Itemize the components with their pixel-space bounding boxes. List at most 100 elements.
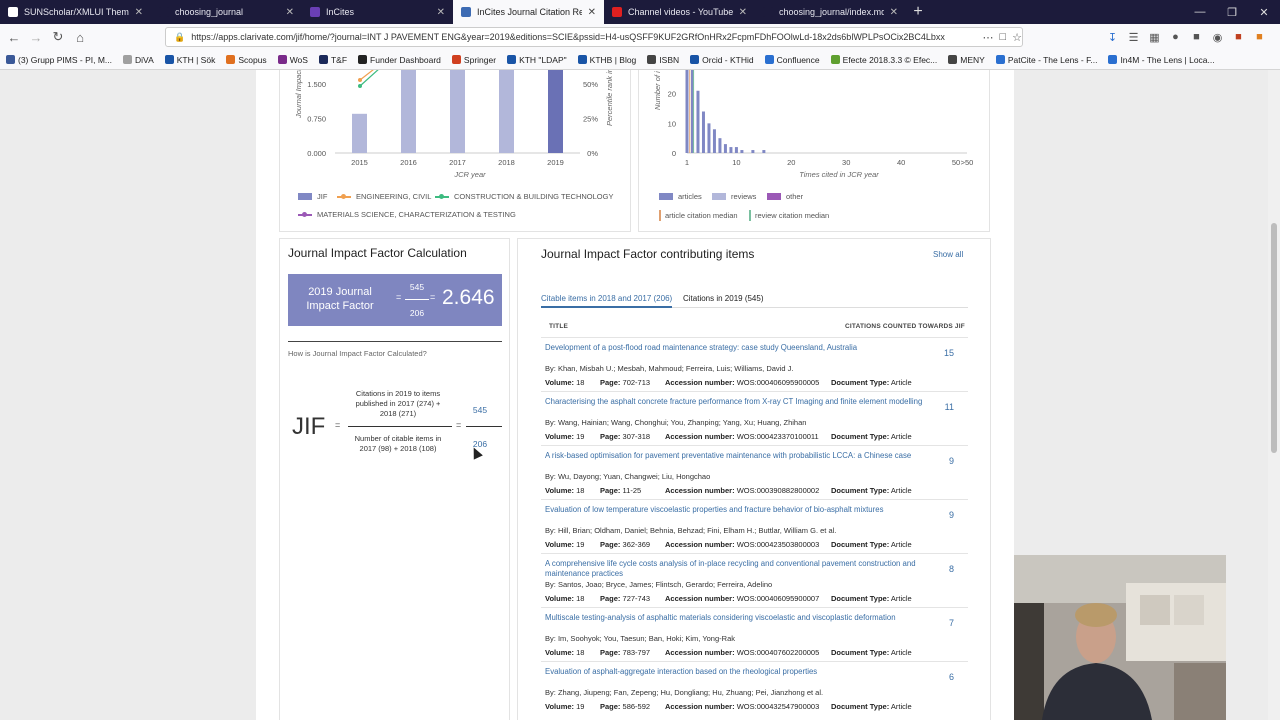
library-icon[interactable]: ☰ xyxy=(1128,31,1139,44)
item-authors: By: Santos, Joao; Bryce, James; Flintsch… xyxy=(545,580,773,589)
minimize-icon[interactable]: — xyxy=(1194,6,1206,18)
close-tab-icon[interactable]: ✕ xyxy=(285,6,294,18)
bookmark-item[interactable]: Orcid - KTHid xyxy=(690,55,754,65)
webcam-image xyxy=(1014,555,1226,720)
home-icon[interactable]: ⌂ xyxy=(76,29,84,45)
new-tab-icon[interactable]: + xyxy=(913,3,923,20)
browser-tab[interactable]: choosing_journal ✕ xyxy=(151,0,302,24)
more-actions-icon[interactable]: ⋯ xyxy=(982,31,994,44)
formula-denominator-link[interactable]: 206 xyxy=(472,439,488,449)
scrollbar-thumb[interactable] xyxy=(1271,223,1277,453)
bookmark-item[interactable]: DiVA xyxy=(123,55,154,65)
bookmark-item[interactable]: KTH "LDAP" xyxy=(507,55,567,65)
browser-tab[interactable]: SUNScholar/XMLUI Theme/M1/Inc ✕ xyxy=(0,0,151,24)
item-title-link[interactable]: Evaluation of asphalt-aggregate interact… xyxy=(545,667,818,676)
bookmark-item[interactable]: (3) Grupp PIMS - PI, M... xyxy=(6,55,112,65)
close-window-icon[interactable]: ✕ xyxy=(1259,6,1269,19)
bookmark-item[interactable]: In4M - The Lens | Loca... xyxy=(1108,54,1215,65)
item-citation-count[interactable]: 8 xyxy=(948,564,954,574)
col-citations-header[interactable]: CITATIONS COUNTED TOWARDS JIF xyxy=(845,323,965,330)
bookmark-item[interactable]: WoS xyxy=(277,54,308,65)
close-tab-icon[interactable]: ✕ xyxy=(436,6,445,18)
account-icon[interactable]: ● xyxy=(1172,31,1179,43)
col-title-header[interactable]: TITLE xyxy=(549,323,569,330)
bookmark-item[interactable]: Springer xyxy=(451,54,497,65)
item-citation-count[interactable]: 15 xyxy=(943,348,954,358)
how-calculated-link[interactable]: How is Journal Impact Factor Calculated? xyxy=(288,349,427,358)
bookmark-item[interactable]: MENY xyxy=(948,55,985,65)
browser-tab[interactable]: choosing_journal/index.md at ✕ xyxy=(755,0,906,24)
item-citation-count[interactable]: 6 xyxy=(948,672,954,682)
bookmark-label: Springer xyxy=(463,54,497,65)
close-tab-icon[interactable]: ✕ xyxy=(587,6,596,18)
item-citation-count[interactable]: 11 xyxy=(944,402,954,412)
x-tick-label: 50 xyxy=(952,158,960,167)
bookmark-item[interactable]: Funder Dashboard xyxy=(358,55,441,65)
page-scrollbar[interactable] xyxy=(1268,70,1280,720)
item-title-link[interactable]: A risk-based optimisation for pavement p… xyxy=(545,451,912,460)
bookmark-label: Funder Dashboard xyxy=(370,54,441,65)
bookmark-item[interactable]: KTHB | Blog xyxy=(577,55,636,65)
back-icon[interactable]: ← xyxy=(7,29,21,45)
tab-citations-2019[interactable]: Citations in 2019 (545) xyxy=(683,294,764,303)
item-title-link[interactable]: A comprehensive life cycle costs analysi… xyxy=(545,559,916,578)
tab-citable-items[interactable]: Citable items in 2018 and 2017 (206) xyxy=(541,294,673,308)
item-title-link[interactable]: Development of a post-flood road mainten… xyxy=(545,343,858,352)
item-authors: By: Hill, Brian; Oldham, Daniel; Behnia,… xyxy=(545,526,837,535)
bookmark-label: KTH "LDAP" xyxy=(519,54,567,65)
addon-icon[interactable]: ■ xyxy=(1235,31,1242,43)
bookmark-favicon-icon xyxy=(647,55,657,64)
bookmark-item[interactable]: T&F xyxy=(318,55,347,65)
favicon-icon xyxy=(763,7,773,17)
close-tab-icon[interactable]: ✕ xyxy=(889,6,898,18)
url-bar[interactable]: 🔒 https://apps.clarivate.com/jif/home/?j… xyxy=(165,27,1023,47)
bookmark-favicon-icon xyxy=(226,55,236,64)
tab-bar: SUNScholar/XMLUI Theme/M1/Inc✕choosing_j… xyxy=(0,0,1280,24)
item-citation-count[interactable]: 9 xyxy=(948,456,954,466)
bookmark-star-icon[interactable]: ☆ xyxy=(1012,31,1022,44)
item-title-link[interactable]: Multiscale testing-analysis of asphaltic… xyxy=(545,613,896,622)
pocket-icon[interactable]: □ xyxy=(999,31,1007,43)
bookmark-label: In4M - The Lens | Loca... xyxy=(1120,54,1215,65)
x-tick-label: 1 xyxy=(685,158,689,167)
browser-tab[interactable]: InCites Journal Citation Reports ✕ xyxy=(453,0,604,24)
bookmark-item[interactable]: Scopus xyxy=(226,55,267,65)
bookmark-item[interactable]: Confluence xyxy=(764,55,820,65)
x-tick-label: 10 xyxy=(732,158,740,167)
item-meta: Volume: 19 Page: 307-318 Accession number:… xyxy=(545,432,912,441)
forward-icon[interactable]: → xyxy=(29,29,43,45)
sc-addon-icon[interactable]: ■ xyxy=(1256,31,1263,43)
tab-title: InCites xyxy=(326,7,355,17)
bookmark-favicon-icon xyxy=(358,55,368,64)
restore-icon[interactable]: ❐ xyxy=(1227,6,1237,19)
shield-icon[interactable]: ◉ xyxy=(1212,31,1223,44)
close-tab-icon[interactable]: ✕ xyxy=(134,6,143,18)
download-icon[interactable]: ↧ xyxy=(1107,31,1118,44)
bookmark-item[interactable]: PatCite - The Lens - F... xyxy=(995,54,1098,65)
bookmark-label: PatCite - The Lens - F... xyxy=(1007,54,1098,65)
browser-tab[interactable]: InCites ✕ xyxy=(302,0,453,24)
item-citation-count[interactable]: 7 xyxy=(948,618,954,628)
bookmark-item[interactable]: Efecte 2018.3.3 © Efec... xyxy=(830,55,937,65)
item-meta: Volume: 18 Page: 783-797 Accession number:… xyxy=(545,648,912,657)
bookmark-favicon-icon xyxy=(164,55,174,64)
item-title-link[interactable]: Evaluation of low temperature viscoelast… xyxy=(545,505,884,514)
item-authors: By: Wang, Hainian; Wang, Chonghui; You, … xyxy=(545,418,807,427)
extension-icon[interactable]: ■ xyxy=(1193,31,1200,43)
bookmark-item[interactable]: ISBN xyxy=(647,55,679,65)
article-bar xyxy=(685,70,689,153)
close-tab-icon[interactable]: ✕ xyxy=(738,6,747,18)
page-viewport: 2015 2016 2017 2018 2019 0.000 0.750 1.500 0% 25%… xyxy=(0,70,1268,720)
legend-jif: JIF xyxy=(298,192,327,201)
y-axis-label: Number of i xyxy=(653,71,662,110)
sidebar-icon[interactable]: ▦ xyxy=(1149,31,1160,44)
show-all-link[interactable]: Show all xyxy=(933,250,964,259)
item-title-link[interactable]: Characterising the asphalt concrete frac… xyxy=(545,397,923,406)
bookmark-favicon-icon xyxy=(1108,55,1118,64)
item-citation-count[interactable]: 9 xyxy=(948,510,954,520)
browser-tab[interactable]: Channel videos - YouTube Stu ✕ xyxy=(604,0,755,24)
bookmark-item[interactable]: KTH | Sök xyxy=(164,55,215,65)
reload-icon[interactable]: ↻ xyxy=(52,29,64,44)
bookmark-label: WoS xyxy=(289,54,308,65)
formula-numerator-link[interactable]: 545 xyxy=(472,405,488,415)
